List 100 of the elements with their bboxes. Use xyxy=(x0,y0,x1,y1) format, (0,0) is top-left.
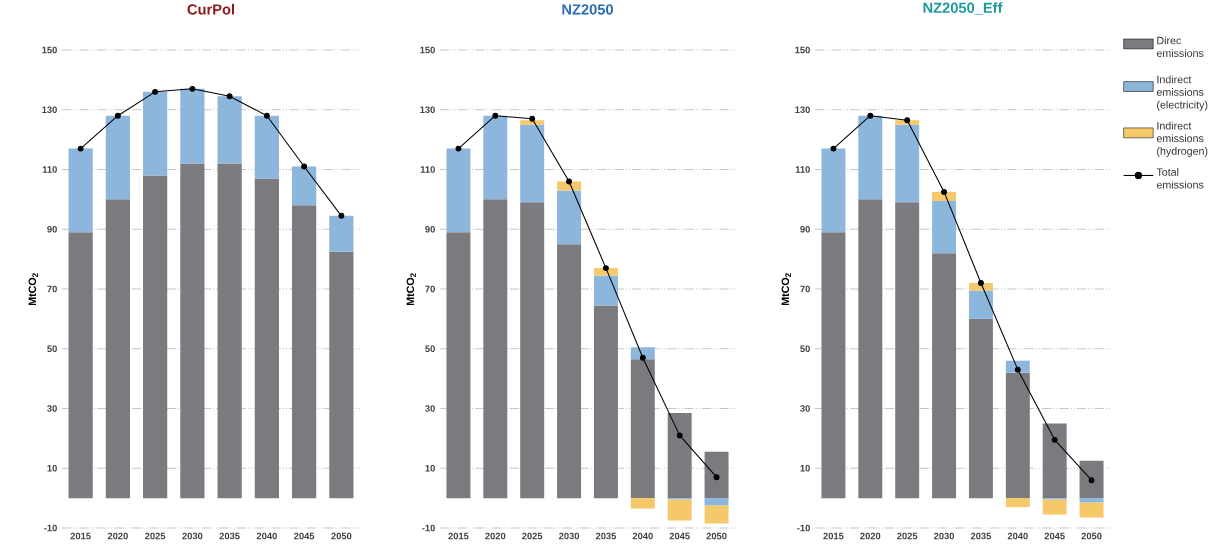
x-tick-label: 2025 xyxy=(522,532,543,540)
bar xyxy=(667,499,692,521)
bar xyxy=(1005,498,1030,508)
bar xyxy=(292,166,317,206)
x-tick-label: 2015 xyxy=(448,532,469,540)
y-tick-label: 110 xyxy=(42,166,57,173)
y-tick-label: 130 xyxy=(420,106,435,114)
y-tick-label: -10 xyxy=(422,524,435,532)
y-tick-label: 10 xyxy=(425,464,435,472)
point xyxy=(904,117,911,124)
bar xyxy=(68,148,93,233)
bar xyxy=(520,202,545,499)
x-tick-label: 2015 xyxy=(70,532,91,540)
y-tick-label: 70 xyxy=(47,285,57,293)
y-tick-label: 70 xyxy=(800,285,810,293)
x-tick-label: 2050 xyxy=(1081,532,1102,540)
y-tick-label: 30 xyxy=(425,405,435,412)
x-tick-label: 2020 xyxy=(485,532,506,540)
bar xyxy=(1042,423,1067,499)
x-tick-label: 2050 xyxy=(706,532,727,540)
bar xyxy=(254,115,279,179)
bar xyxy=(329,251,354,499)
point xyxy=(263,112,270,119)
point xyxy=(529,115,536,122)
y-tick-label: -10 xyxy=(44,524,57,532)
point xyxy=(152,88,159,95)
chart-title: CurPol xyxy=(187,3,234,15)
bar xyxy=(932,200,957,254)
y-tick-label: 90 xyxy=(800,225,810,233)
bar xyxy=(821,232,846,499)
x-tick-label: 2020 xyxy=(107,532,128,540)
bar xyxy=(1079,498,1104,503)
x-tick-label: 2045 xyxy=(669,532,690,540)
bar xyxy=(105,115,130,200)
legend-label: Direc emissions xyxy=(1156,36,1204,57)
y-tick-label: 50 xyxy=(47,345,57,353)
y-tick-label: 50 xyxy=(800,345,810,353)
x-tick-label: 2035 xyxy=(219,532,240,540)
x-tick-label: 2035 xyxy=(970,532,992,540)
point xyxy=(978,280,984,286)
bar xyxy=(704,451,729,499)
bar xyxy=(105,199,130,499)
point xyxy=(830,145,837,152)
x-tick-label: 2045 xyxy=(1044,532,1065,540)
y-tick-label: 150 xyxy=(42,46,57,54)
point xyxy=(1051,436,1058,443)
bar xyxy=(329,215,354,252)
bar xyxy=(1042,499,1067,515)
point xyxy=(713,474,720,481)
chart-title: NZ2050 xyxy=(562,4,613,15)
bar xyxy=(895,124,920,203)
bar xyxy=(593,275,618,306)
bar xyxy=(1005,372,1030,499)
point xyxy=(301,163,308,170)
bar xyxy=(704,498,729,506)
x-tick-label: 2020 xyxy=(860,532,881,540)
legend-label: Indirect emissions (electricity) xyxy=(1156,75,1208,111)
bar xyxy=(593,305,618,499)
bar xyxy=(557,190,582,245)
y-axis-title: MtCO$_{2}$ xyxy=(28,273,38,306)
y-tick-label: 30 xyxy=(47,405,57,412)
bar xyxy=(821,148,846,233)
legend-label: Indirect emissions (hydrogen) xyxy=(1156,121,1208,157)
chart-title: NZ2050_Eff xyxy=(923,2,1003,15)
x-tick-label: 2045 xyxy=(294,532,315,540)
y-tick-label: 150 xyxy=(420,46,435,54)
x-tick-label: 2030 xyxy=(182,532,203,540)
y-tick-label: 50 xyxy=(425,345,435,353)
bar xyxy=(630,359,655,499)
point xyxy=(602,265,609,272)
bar xyxy=(520,124,545,203)
bar xyxy=(180,88,205,164)
x-tick-label: 2025 xyxy=(145,532,166,540)
point xyxy=(114,112,121,119)
x-tick-label: 2040 xyxy=(1007,532,1028,540)
point xyxy=(455,145,462,152)
bar xyxy=(895,202,920,499)
bar xyxy=(143,91,168,176)
bar xyxy=(483,199,508,499)
bar xyxy=(557,244,582,499)
y-tick-label: 30 xyxy=(800,405,810,412)
bar xyxy=(446,148,471,233)
point xyxy=(338,212,345,219)
x-tick-label: 2050 xyxy=(331,532,352,540)
x-tick-label: 2040 xyxy=(632,532,653,540)
bar xyxy=(704,505,729,524)
bar xyxy=(292,205,317,499)
bar xyxy=(483,115,508,200)
bar xyxy=(858,199,883,499)
bar xyxy=(254,178,279,499)
y-tick-label: 90 xyxy=(425,225,435,233)
y-tick-label: 110 xyxy=(420,166,435,173)
point xyxy=(941,188,947,195)
point xyxy=(492,112,499,119)
y-tick-label: 150 xyxy=(795,46,810,54)
bar xyxy=(217,96,242,164)
y-tick-label: 130 xyxy=(42,106,57,114)
point xyxy=(867,112,874,119)
bar xyxy=(143,175,168,499)
y-tick-label: 110 xyxy=(795,166,810,173)
